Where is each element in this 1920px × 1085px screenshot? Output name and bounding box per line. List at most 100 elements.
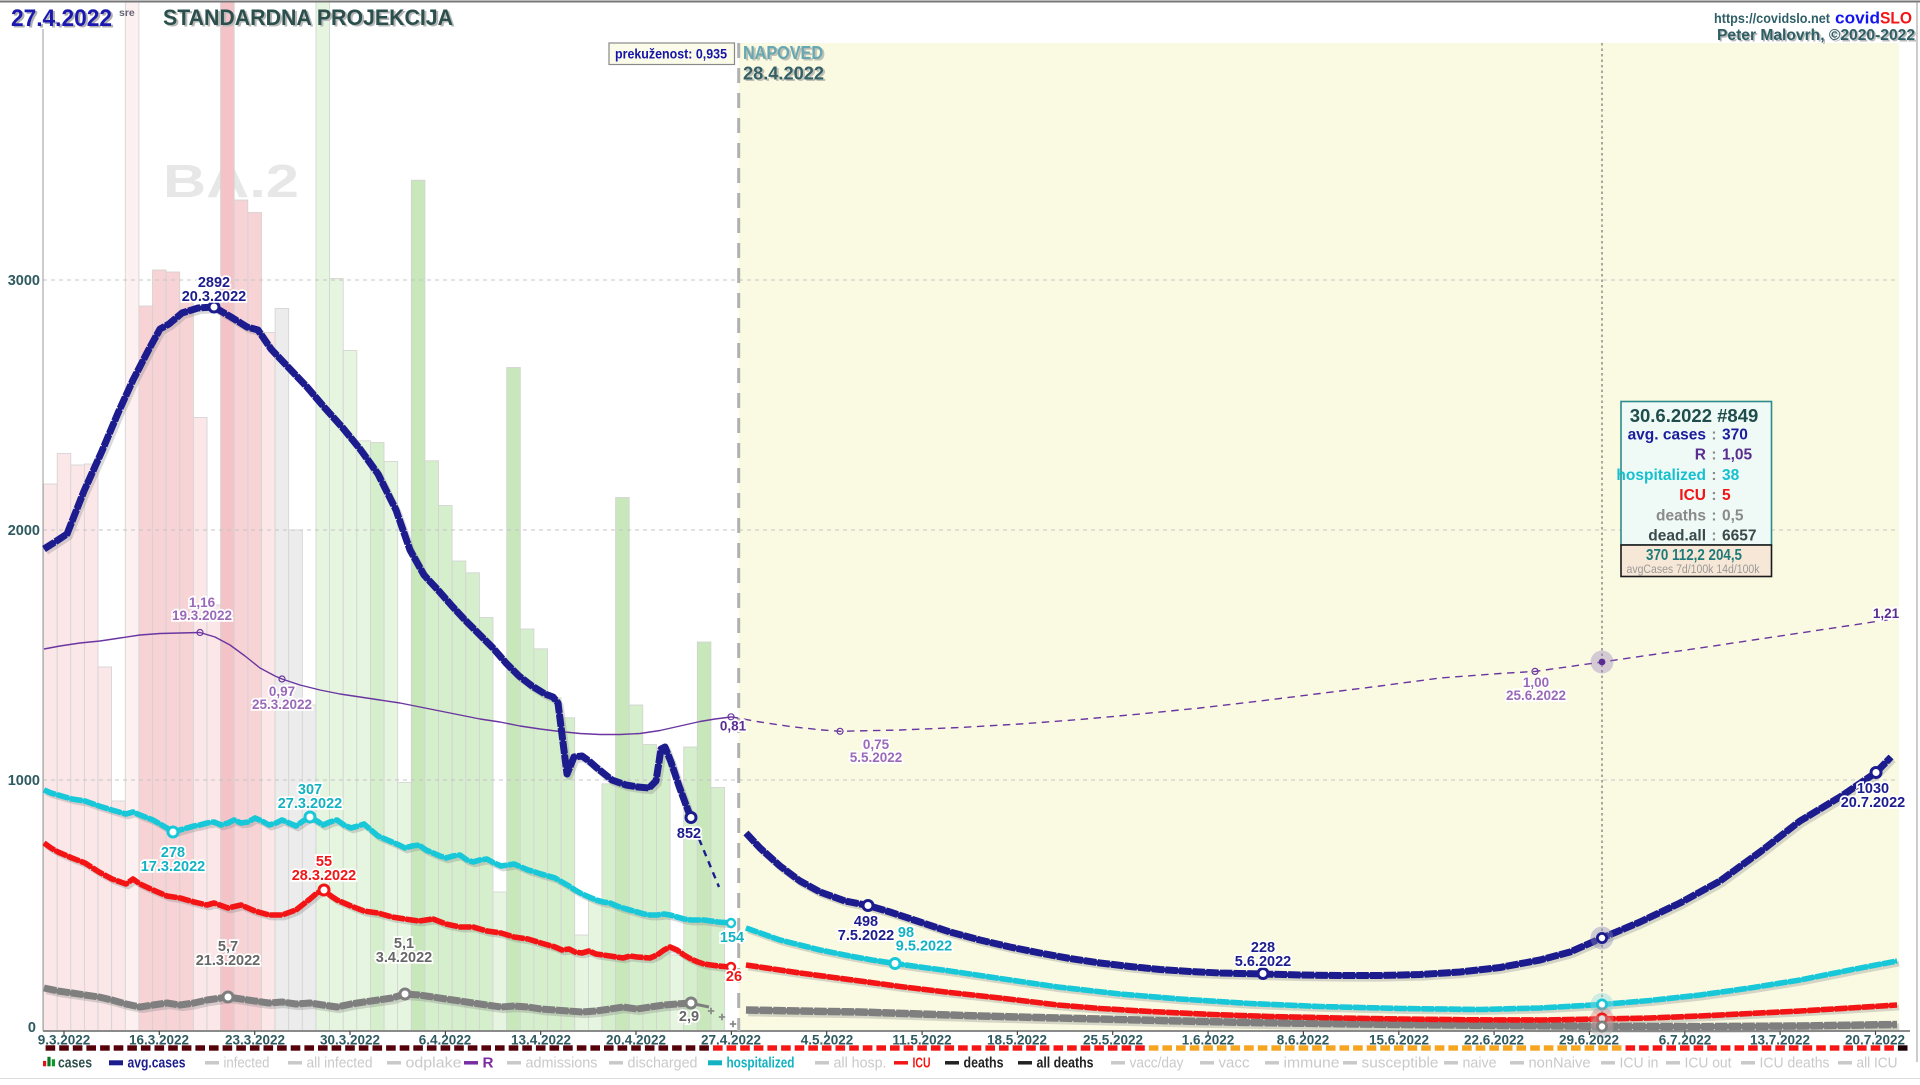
svg-text:28.4.2022: 28.4.2022: [745, 64, 826, 85]
svg-text::: :: [1711, 487, 1716, 504]
svg-text:2892: 2892: [198, 275, 230, 291]
svg-text:ICU deaths: ICU deaths: [1760, 1055, 1830, 1071]
svg-text:0: 0: [28, 1020, 36, 1036]
svg-text:23.3.2022: 23.3.2022: [225, 1033, 285, 1048]
svg-text:0,97: 0,97: [269, 684, 295, 699]
svg-text:NAPOVED: NAPOVED: [743, 43, 823, 63]
svg-text:9.3.2022: 9.3.2022: [38, 1033, 91, 1048]
svg-text:13.4.2022: 13.4.2022: [511, 1033, 571, 1048]
svg-text:1,05: 1,05: [1722, 447, 1753, 464]
svg-text:98: 98: [898, 925, 914, 941]
svg-text:R: R: [1695, 447, 1706, 464]
svg-text:dead.all: dead.all: [1648, 528, 1706, 545]
svg-text:20.4.2022: 20.4.2022: [606, 1033, 666, 1048]
svg-text:25.3.2022: 25.3.2022: [252, 697, 312, 712]
svg-text:Peter Malovrh, ©2020-2022: Peter Malovrh, ©2020-2022: [1719, 29, 1917, 46]
svg-text:avg.cases: avg.cases: [128, 1055, 186, 1071]
svg-text:covid: covid: [1835, 9, 1880, 28]
svg-text:1,00: 1,00: [1523, 675, 1549, 690]
svg-text::: :: [1711, 507, 1716, 524]
svg-text:all ICU: all ICU: [1857, 1055, 1898, 1071]
svg-text:16.3.2022: 16.3.2022: [129, 1033, 189, 1048]
svg-text:2000: 2000: [8, 523, 40, 539]
svg-text:28.3.2022: 28.3.2022: [292, 868, 357, 884]
svg-text:SLO: SLO: [1880, 9, 1912, 28]
svg-text:all infected: all infected: [307, 1055, 373, 1071]
svg-text:30.3.2022: 30.3.2022: [320, 1033, 380, 1048]
svg-text:278: 278: [161, 845, 185, 861]
svg-text:5.5.2022: 5.5.2022: [850, 750, 903, 765]
svg-text::: :: [1711, 447, 1716, 464]
svg-text:1,21: 1,21: [1873, 606, 1900, 621]
svg-text:6.7.2022: 6.7.2022: [1659, 1033, 1712, 1048]
svg-text:370 112,2 204,5: 370 112,2 204,5: [1646, 547, 1742, 564]
svg-text:20.3.2022: 20.3.2022: [182, 289, 247, 305]
svg-text:228: 228: [1251, 940, 1275, 956]
svg-text:vacc/day: vacc/day: [1130, 1055, 1185, 1071]
svg-text:27.4.2022: 27.4.2022: [13, 7, 114, 34]
svg-text:nonNaive: nonNaive: [1529, 1055, 1591, 1071]
svg-text:admissions: admissions: [526, 1055, 598, 1071]
svg-text:deaths: deaths: [964, 1055, 1004, 1071]
svg-text:25.6.2022: 25.6.2022: [1506, 688, 1566, 703]
svg-text:27.4.2022: 27.4.2022: [701, 1033, 761, 1048]
svg-text:9.5.2022: 9.5.2022: [896, 939, 952, 955]
svg-text:27.3.2022: 27.3.2022: [278, 796, 343, 812]
svg-text:370: 370: [1722, 427, 1748, 444]
svg-text:odplake: odplake: [406, 1055, 462, 1071]
svg-text:R: R: [483, 1055, 495, 1071]
svg-text:4.5.2022: 4.5.2022: [801, 1033, 854, 1048]
svg-text:20.7.2022: 20.7.2022: [1845, 1033, 1905, 1048]
svg-text:8.6.2022: 8.6.2022: [1277, 1033, 1330, 1048]
svg-text:0,75: 0,75: [863, 737, 890, 752]
svg-text:0,5: 0,5: [1722, 507, 1744, 524]
svg-text:20.7.2022: 20.7.2022: [1841, 795, 1906, 811]
svg-text:38: 38: [1722, 467, 1740, 484]
svg-text:hospitalized: hospitalized: [727, 1055, 795, 1071]
svg-text:https://covidslo.net: https://covidslo.net: [1714, 11, 1830, 26]
svg-text::: :: [1711, 528, 1716, 545]
svg-text:5,1: 5,1: [394, 936, 414, 952]
svg-text:19.3.2022: 19.3.2022: [172, 608, 232, 623]
svg-text:154: 154: [720, 930, 744, 946]
svg-text:naive: naive: [1463, 1055, 1497, 1071]
svg-text:ICU: ICU: [1679, 487, 1706, 504]
svg-text:5.6.2022: 5.6.2022: [1235, 954, 1291, 970]
svg-text:STANDARDNA PROJEKCIJA: STANDARDNA PROJEKCIJA: [165, 7, 455, 32]
svg-text:55: 55: [316, 854, 332, 870]
svg-text:NAPOVED: NAPOVED: [745, 45, 825, 65]
svg-text:vacc: vacc: [1219, 1055, 1250, 1071]
svg-text:15.6.2022: 15.6.2022: [1369, 1033, 1429, 1048]
svg-text:susceptible: susceptible: [1362, 1055, 1439, 1071]
svg-text:cases: cases: [58, 1055, 92, 1071]
svg-text::: :: [1711, 467, 1716, 484]
svg-text:25.5.2022: 25.5.2022: [1083, 1033, 1143, 1048]
svg-text:3000: 3000: [8, 273, 40, 289]
svg-text:6.4.2022: 6.4.2022: [419, 1033, 472, 1048]
svg-text:prekuženost: 0,935: prekuženost: 0,935: [615, 46, 727, 62]
svg-text:17.3.2022: 17.3.2022: [141, 859, 206, 875]
svg-text:29.6.2022: 29.6.2022: [1559, 1033, 1619, 1048]
svg-text:5,7: 5,7: [218, 939, 238, 955]
svg-text:sre: sre: [119, 7, 135, 19]
svg-text:deaths: deaths: [1656, 507, 1706, 524]
svg-text:11.5.2022: 11.5.2022: [892, 1033, 951, 1048]
svg-text:avg. cases: avg. cases: [1628, 427, 1706, 444]
svg-text:28.4.2022: 28.4.2022: [743, 63, 824, 84]
svg-text:0,81: 0,81: [720, 719, 747, 734]
svg-text:hospitalized: hospitalized: [1616, 467, 1706, 484]
svg-text:26: 26: [726, 969, 742, 985]
svg-text:21.3.2022: 21.3.2022: [196, 953, 261, 969]
svg-text:ICU out: ICU out: [1685, 1055, 1732, 1071]
svg-text:5: 5: [1722, 487, 1731, 504]
svg-text:3.4.2022: 3.4.2022: [376, 950, 432, 966]
svg-text:852: 852: [677, 826, 701, 842]
svg-text:ICU: ICU: [913, 1055, 931, 1071]
svg-text:1030: 1030: [1857, 781, 1889, 797]
svg-text:infected: infected: [224, 1055, 270, 1071]
svg-text:Peter Malovrh, ©2020-2022: Peter Malovrh, ©2020-2022: [1717, 27, 1915, 44]
svg-text:2,9: 2,9: [679, 1009, 699, 1025]
svg-text:13.7.2022: 13.7.2022: [1750, 1033, 1810, 1048]
svg-text:7.5.2022: 7.5.2022: [838, 928, 894, 944]
svg-text:avgCases 7d/100k 14d/100k: avgCases 7d/100k 14d/100k: [1627, 562, 1761, 576]
